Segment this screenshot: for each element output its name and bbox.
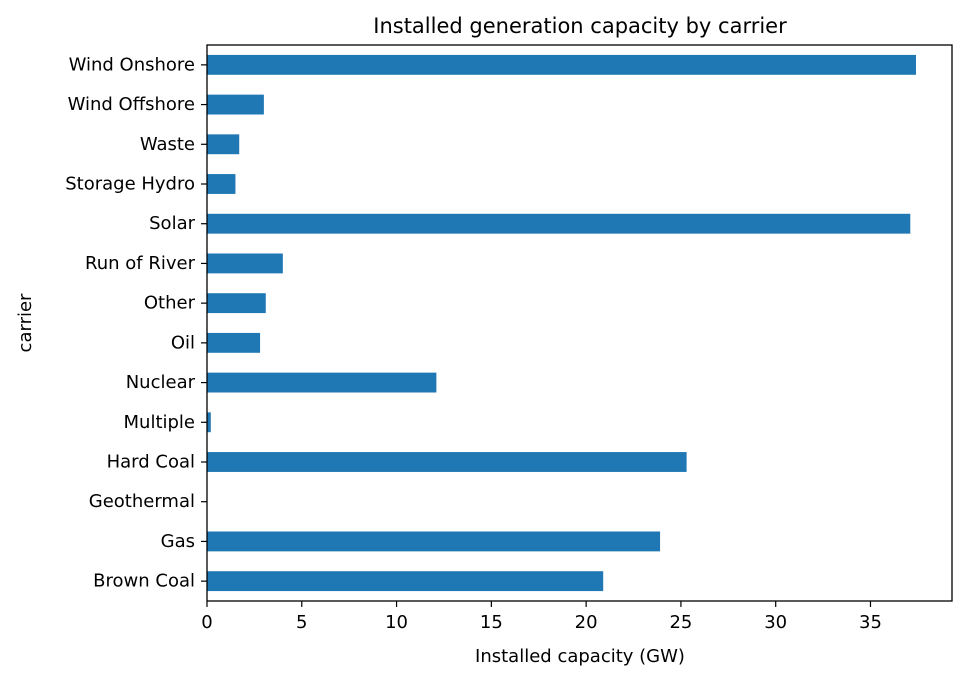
y-tick-label: Wind Offshore [68,94,195,115]
x-tick-label: 20 [575,612,598,633]
y-axis-label: carrier [15,293,36,352]
bar-storage-hydro [207,174,236,194]
x-tick-label: 10 [385,612,408,633]
bar-waste [207,134,240,155]
bar-gas [207,531,661,552]
bar-wind-offshore [207,94,264,115]
y-tick-label: Waste [140,134,195,155]
y-tick-label: Solar [149,213,195,234]
bar-hard-coal [207,452,687,472]
bar-wind-onshore [207,54,916,75]
x-axis-ticks: 0 5 10 15 20 25 30 35 [201,601,882,633]
x-tick-label: 0 [201,612,212,633]
x-tick-label: 25 [669,612,692,633]
y-tick-label: Run of River [85,253,196,274]
y-tick-label: Other [144,293,196,314]
bar-other [207,293,266,314]
y-tick-label: Nuclear [126,372,196,393]
y-tick-label: Gas [161,531,195,552]
y-tick-label: Brown Coal [93,571,195,592]
y-tick-label: Wind Onshore [69,54,195,75]
y-axis-ticks: Wind Onshore Wind Offshore Waste Storage Hy… [65,54,207,592]
x-tick-label: 5 [296,612,307,633]
bars-group [207,54,916,592]
bar-solar [207,213,911,234]
y-tick-label: Storage Hydro [65,174,195,195]
y-tick-label: Geothermal [89,491,195,512]
bar-run-of-river [207,253,283,274]
y-tick-label: Hard Coal [107,452,195,473]
y-tick-label: Multiple [124,412,196,433]
bar-brown-coal [207,571,604,592]
bar-nuclear [207,372,437,393]
chart-title: Installed generation capacity by carrier [373,14,787,38]
x-tick-label: 15 [480,612,503,633]
x-axis-label: Installed capacity (GW) [475,646,685,667]
x-tick-label: 30 [764,612,787,633]
x-tick-label: 35 [859,612,882,633]
bar-oil [207,332,261,353]
plot-frame [206,44,953,602]
y-tick-label: Oil [171,332,195,353]
bar-multiple [207,412,211,433]
